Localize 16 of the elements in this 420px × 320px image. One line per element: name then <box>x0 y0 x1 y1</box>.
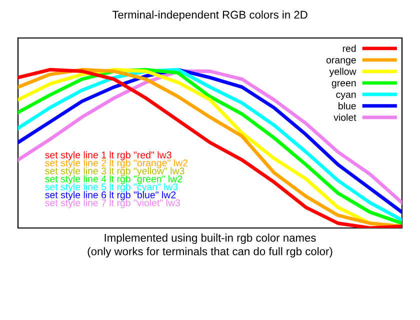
annotation: set style line 1 lt rgb "red" lw3 <box>45 151 172 160</box>
chart-title: Terminal-independent RGB colors in 2D <box>112 10 308 21</box>
annotation: set style line 6 lt rgb "blue" lw2 <box>45 191 176 200</box>
legend-label: green <box>332 81 356 88</box>
x-axis-title: Implemented using built-in rgb color names (only works for terminals that can do full rgb color) <box>88 234 332 258</box>
legend-label: orange <box>326 58 356 66</box>
annotation: set style line 3 lt rgb "yellow" lw3 <box>45 167 184 176</box>
legend-label: cyan <box>336 92 356 100</box>
annotation: set style line 5 lt rgb "cyan" lw3 <box>45 183 178 192</box>
legend-label: blue <box>338 102 356 110</box>
legend-label: yellow <box>329 68 356 77</box>
annotation: set style line 7 lt rgb "violet" lw3 <box>45 199 180 208</box>
annotation: set style line 2 lt rgb "orange" lw2 <box>45 159 188 168</box>
legend-label: violet <box>334 114 356 121</box>
legend-label: red <box>342 44 356 52</box>
annotation: set style line 4 lt rgb "green" lw2 <box>45 175 182 184</box>
